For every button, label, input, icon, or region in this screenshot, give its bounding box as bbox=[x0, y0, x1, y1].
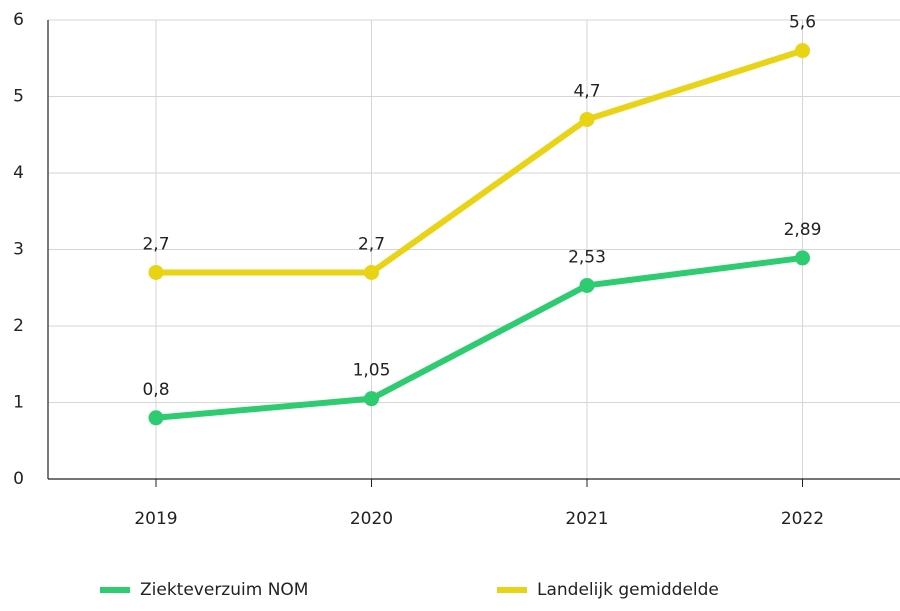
data-label: 5,6 bbox=[789, 13, 816, 33]
data-point bbox=[364, 391, 379, 407]
y-tick-label: 1 bbox=[13, 393, 24, 413]
data-point bbox=[579, 277, 595, 293]
data-point bbox=[148, 410, 164, 426]
data-label: 0,8 bbox=[142, 380, 169, 400]
series-line bbox=[156, 47, 804, 276]
legend-label: Ziekteverzuim NOM bbox=[140, 580, 308, 600]
data-label: 2,53 bbox=[568, 247, 606, 267]
data-label: 2,89 bbox=[784, 220, 822, 240]
x-tick-label: 2022 bbox=[781, 509, 824, 529]
x-tick-label: 2021 bbox=[565, 509, 608, 529]
y-tick-label: 3 bbox=[13, 240, 24, 260]
y-tick-label: 5 bbox=[13, 87, 24, 107]
data-label: 2,7 bbox=[142, 234, 169, 254]
y-tick-label: 6 bbox=[13, 10, 24, 30]
data-point bbox=[364, 264, 379, 280]
y-tick-label: 0 bbox=[13, 469, 24, 489]
data-point bbox=[795, 250, 810, 266]
legend-label: Landelijk gemiddelde bbox=[537, 580, 719, 600]
data-point bbox=[795, 43, 810, 59]
data-label: 1,05 bbox=[353, 361, 391, 381]
data-point bbox=[148, 264, 164, 280]
data-label: 4,7 bbox=[573, 81, 600, 101]
y-tick-label: 2 bbox=[13, 316, 24, 336]
data-label: 2,7 bbox=[358, 234, 385, 254]
x-tick-label: 2020 bbox=[350, 509, 393, 529]
series-line bbox=[155, 254, 803, 421]
x-tick-label: 2019 bbox=[134, 509, 177, 529]
data-point bbox=[579, 111, 595, 127]
y-tick-label: 4 bbox=[13, 163, 24, 183]
